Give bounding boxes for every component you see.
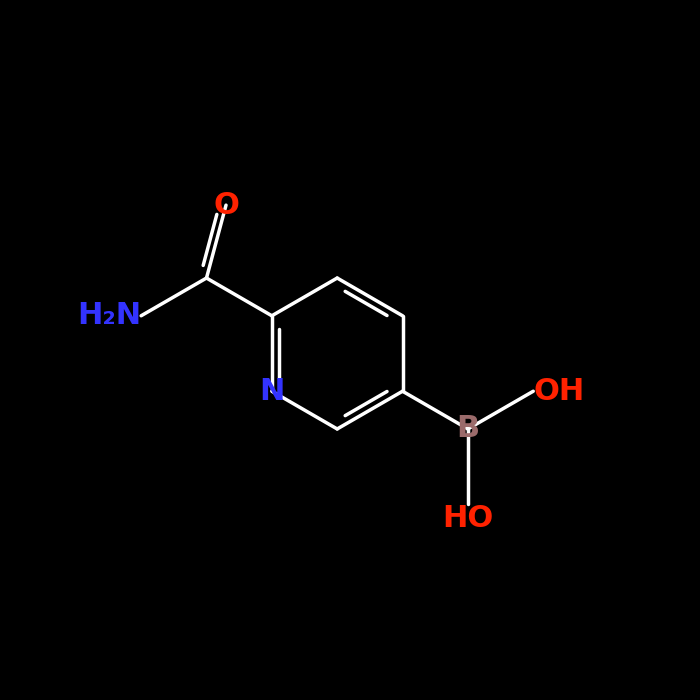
Text: H₂N: H₂N xyxy=(77,301,141,330)
Text: O: O xyxy=(213,190,239,220)
Text: OH: OH xyxy=(533,377,584,406)
Text: B: B xyxy=(456,414,480,444)
Text: N: N xyxy=(259,377,284,406)
Text: HO: HO xyxy=(442,505,493,533)
